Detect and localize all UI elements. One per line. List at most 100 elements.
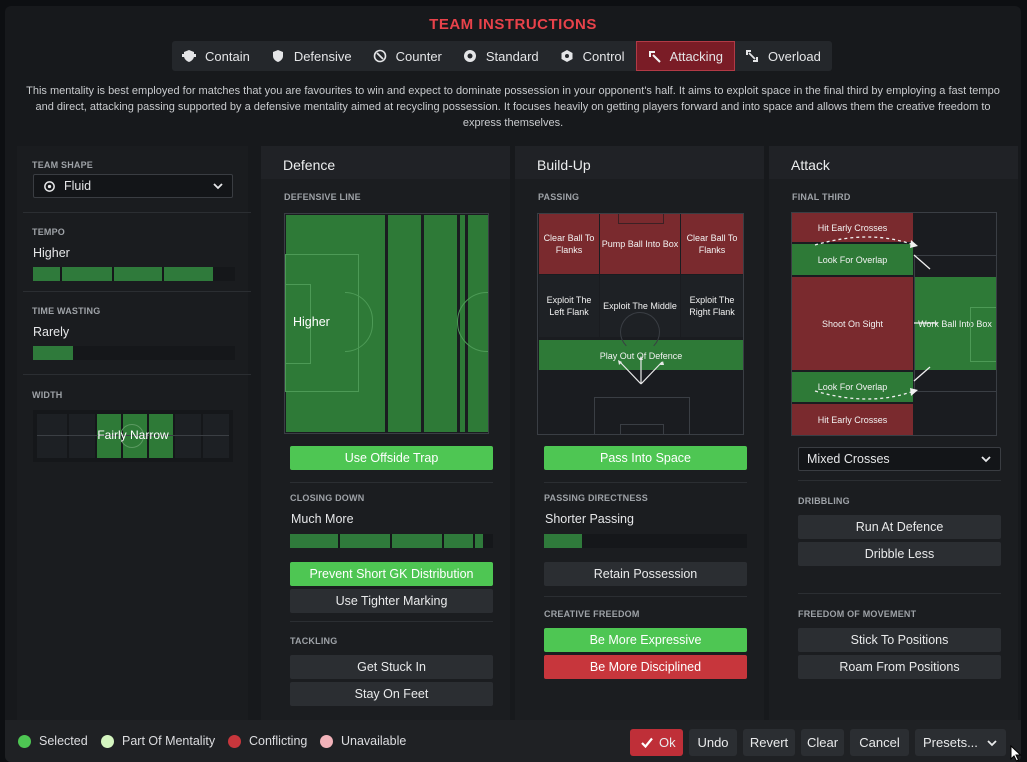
freedom-of-movement-label: FREEDOM OF MOVEMENT: [798, 609, 917, 619]
tab-defensive[interactable]: Defensive: [261, 41, 363, 71]
clear-ball-to-flanks-right-zone[interactable]: Clear Ball To Flanks: [681, 214, 743, 274]
mentality-description: This mentality is best employed for matc…: [26, 85, 1000, 129]
chevron-down-icon: [987, 740, 997, 747]
look-for-overlap-top-zone[interactable]: Look For Overlap: [792, 244, 913, 275]
ok-button[interactable]: Ok: [630, 729, 683, 756]
shield-wing-icon: [182, 50, 196, 62]
tab-contain[interactable]: Contain: [172, 41, 261, 71]
dribble-less-button[interactable]: Dribble Less: [798, 542, 1001, 566]
counter-icon: [373, 49, 386, 63]
work-ball-into-box-zone[interactable]: Work Ball Into Box: [914, 277, 996, 370]
tab-attacking[interactable]: Attacking: [635, 41, 736, 71]
divider: [23, 212, 251, 213]
pump-ball-into-box-zone[interactable]: Pump Ball Into Box: [600, 214, 680, 274]
tempo-label: TEMPO: [32, 227, 66, 237]
tempo-value: Higher: [33, 246, 70, 260]
tackling-label: TACKLING: [290, 636, 338, 646]
defence-panel: Defence DEFENSIVE LINE Higher Use Offsid…: [261, 146, 510, 721]
closing-down-slider[interactable]: [290, 534, 493, 548]
use-offside-trap-button[interactable]: Use Offside Trap: [290, 446, 493, 470]
play-out-arrows-icon: [618, 356, 664, 385]
presets-dropdown[interactable]: Presets...: [915, 729, 1006, 756]
shield-icon: [272, 50, 283, 62]
legend-selected: Selected: [18, 720, 88, 762]
be-more-disciplined-button[interactable]: Be More Disciplined: [544, 655, 747, 679]
shoot-on-sight-zone[interactable]: Shoot On Sight: [792, 277, 913, 370]
part-of-mentality-dot-icon: [101, 734, 114, 748]
fluid-shape-icon: [44, 181, 55, 192]
roam-from-positions-button[interactable]: Roam From Positions: [798, 655, 1001, 679]
tab-standard[interactable]: Standard: [453, 41, 550, 71]
use-tighter-marking-button[interactable]: Use Tighter Marking: [290, 589, 493, 613]
legend-part-of-mentality: Part Of Mentality: [101, 720, 215, 762]
time-wasting-value: Rarely: [33, 325, 70, 339]
divider: [544, 596, 747, 597]
footer-bar: Selected Part Of Mentality Conflicting U…: [5, 720, 1021, 762]
passing-directness-label: PASSING DIRECTNESS: [544, 493, 648, 503]
divider: [798, 593, 1001, 594]
build-up-header: Build-Up: [515, 146, 764, 179]
final-third-label: FINAL THIRD: [792, 192, 851, 202]
unavailable-dot-icon: [320, 734, 333, 748]
mouse-cursor-icon: [1010, 745, 1022, 762]
attack-header: Attack: [769, 146, 1018, 179]
pass-into-space-button[interactable]: Pass Into Space: [544, 446, 747, 470]
exploit-right-flank-zone[interactable]: Exploit The Right Flank: [681, 275, 743, 337]
stick-to-positions-button[interactable]: Stick To Positions: [798, 628, 1001, 652]
cancel-button[interactable]: Cancel: [850, 729, 909, 756]
crossing-dropdown[interactable]: Mixed Crosses: [798, 447, 1001, 471]
build-up-panel: Build-Up PASSING Clear Ball To Flanks Pu…: [515, 146, 764, 721]
attacking-icon: [648, 51, 661, 63]
team-settings-panel: TEAM SHAPE Fluid TEMPO Higher TIME WASTI…: [17, 146, 251, 721]
get-stuck-in-button[interactable]: Get Stuck In: [290, 655, 493, 679]
clear-ball-to-flanks-left-zone[interactable]: Clear Ball To Flanks: [539, 214, 599, 274]
width-value: Fairly Narrow: [97, 428, 169, 442]
creative-freedom-label: CREATIVE FREEDOM: [544, 609, 640, 619]
exploit-left-flank-zone[interactable]: Exploit The Left Flank: [539, 275, 599, 337]
undo-button[interactable]: Undo: [689, 729, 737, 756]
passing-pitch: Clear Ball To Flanks Pump Ball Into Box …: [537, 213, 744, 435]
final-third-pitch: Hit Early Crosses Look For Overlap Shoot…: [791, 212, 997, 436]
chevron-down-icon: [213, 183, 223, 190]
balance-icon: [463, 50, 476, 62]
stay-on-feet-button[interactable]: Stay On Feet: [290, 682, 493, 706]
divider: [544, 482, 747, 483]
tab-counter[interactable]: Counter: [363, 41, 453, 71]
divider: [290, 621, 493, 622]
hit-early-crosses-bottom-zone[interactable]: Hit Early Crosses: [792, 404, 913, 435]
time-wasting-label: TIME WASTING: [32, 306, 101, 316]
defensive-line-pitch[interactable]: Higher: [284, 213, 489, 434]
page-title: TEAM INSTRUCTIONS: [429, 16, 597, 33]
team-shape-label: TEAM SHAPE: [32, 160, 94, 170]
mentality-tabs: Contain Defensive Counter Standard Contr…: [172, 41, 832, 71]
be-more-expressive-button[interactable]: Be More Expressive: [544, 628, 747, 652]
run-at-defence-button[interactable]: Run At Defence: [798, 515, 1001, 539]
attack-panel: Attack FINAL THIRD Hit Early Crosses Loo…: [769, 146, 1018, 721]
tempo-slider[interactable]: [33, 267, 235, 281]
tab-overload[interactable]: Overload: [735, 41, 832, 71]
time-wasting-slider[interactable]: [33, 346, 235, 360]
conflicting-dot-icon: [228, 734, 241, 748]
closing-down-label: CLOSING DOWN: [290, 493, 365, 503]
team-shape-dropdown[interactable]: Fluid: [33, 174, 233, 198]
defensive-line-value: Higher: [293, 315, 330, 329]
divider: [23, 291, 251, 292]
tab-control[interactable]: Control: [550, 41, 636, 71]
defence-header: Defence: [261, 146, 510, 179]
legend-conflicting: Conflicting: [228, 720, 307, 762]
legend-unavailable: Unavailable: [320, 720, 406, 762]
hit-early-crosses-top-zone[interactable]: Hit Early Crosses: [792, 213, 913, 242]
divider: [290, 482, 493, 483]
revert-button[interactable]: Revert: [743, 729, 795, 756]
retain-possession-button[interactable]: Retain Possession: [544, 562, 747, 586]
defensive-line-label: DEFENSIVE LINE: [284, 192, 361, 202]
clear-button[interactable]: Clear: [801, 729, 844, 756]
team-shape-value: Fluid: [64, 179, 92, 193]
look-for-overlap-bottom-zone[interactable]: Look For Overlap: [792, 372, 913, 402]
chevron-down-icon: [981, 456, 991, 463]
checkmark-icon: [641, 737, 653, 748]
passing-directness-slider[interactable]: [544, 534, 747, 548]
prevent-short-gk-distribution-button[interactable]: Prevent Short GK Distribution: [290, 562, 493, 586]
passing-label: PASSING: [538, 192, 580, 202]
width-pitch-slider[interactable]: Fairly Narrow: [33, 410, 233, 462]
